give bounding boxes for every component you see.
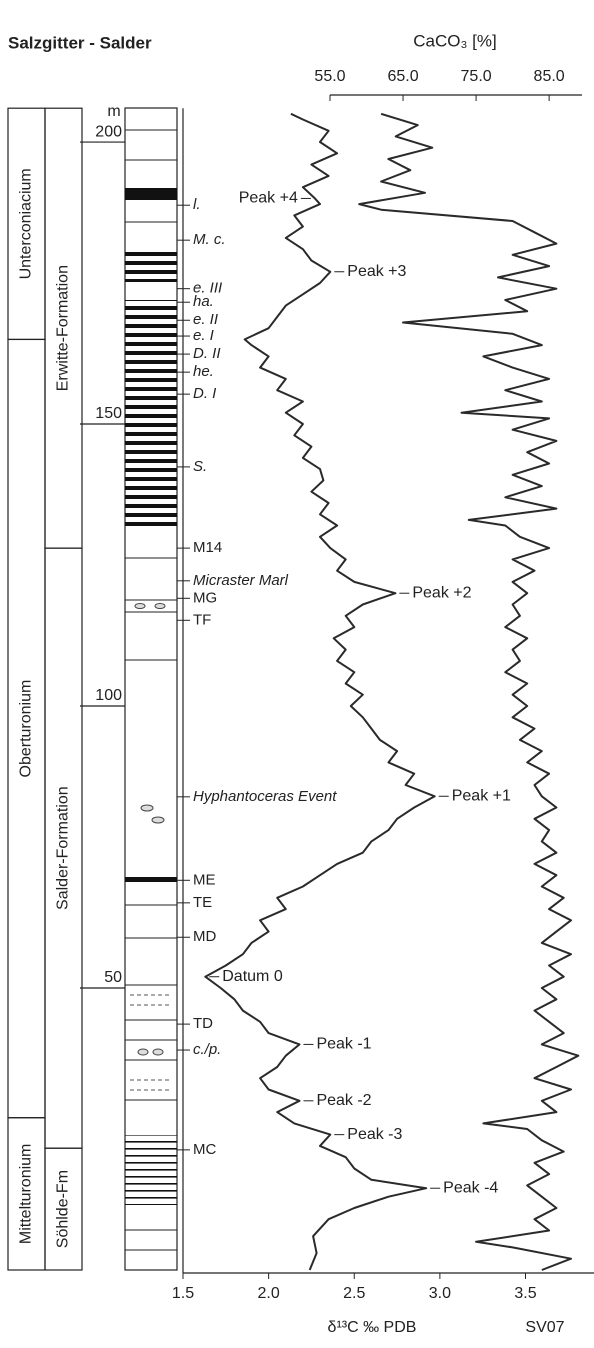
- event-label: TF: [193, 611, 211, 628]
- event-label: M. c.: [193, 231, 226, 248]
- x-tick-label: 1.5: [172, 1285, 194, 1302]
- event-label: TE: [193, 894, 212, 911]
- chart-title: Salzgitter - Salder: [8, 33, 152, 52]
- peak-label: Peak +3: [347, 263, 406, 280]
- event-label: TD: [193, 1015, 213, 1032]
- x2-tick-label: 85.0: [534, 68, 565, 85]
- event-label: e. II: [193, 311, 218, 328]
- data-line: [358, 112, 580, 1271]
- x-tick-label: 3.5: [514, 1285, 536, 1302]
- x-tick-label: 2.0: [258, 1285, 280, 1302]
- peak-label: Peak +2: [412, 584, 471, 601]
- event-label: MD: [193, 928, 216, 945]
- strat-unit: [44, 1147, 83, 1271]
- peak-label: Peak -1: [316, 1036, 371, 1053]
- event-label: Hyphantoceras Event: [193, 788, 337, 805]
- lithology-column: [124, 107, 178, 1271]
- strat-unit-label: Unterconiacium: [18, 168, 35, 279]
- y-tick-label: 200: [95, 123, 122, 140]
- data-line: [204, 112, 436, 1271]
- x-axis-label: δ¹³C ‰ PDB: [328, 1319, 417, 1336]
- strat-unit-label: Mittelturonium: [18, 1144, 35, 1244]
- y-tick-label: 50: [104, 969, 122, 986]
- note: SV07: [525, 1319, 564, 1336]
- strat-unit-label: Salder-Formation: [55, 786, 72, 910]
- event-label: he.: [193, 363, 214, 380]
- strat-unit-label: Söhlde-Fm: [55, 1170, 72, 1248]
- event-label: M14: [193, 539, 222, 556]
- x2-tick-label: 55.0: [314, 68, 345, 85]
- event-label: l.: [193, 196, 201, 213]
- event-label: c./p.: [193, 1041, 221, 1058]
- event-label: MG: [193, 589, 217, 606]
- event-label: S.: [193, 458, 207, 475]
- x2-tick-label: 65.0: [387, 68, 418, 85]
- peak-label: Datum 0: [222, 968, 283, 985]
- peak-label: Peak +4: [239, 190, 298, 207]
- y-tick-label: 100: [95, 687, 122, 704]
- y-tick-label: 150: [95, 405, 122, 422]
- peak-label: Peak +1: [452, 787, 511, 804]
- y-axis-label: m: [107, 103, 120, 120]
- event-label: D. II: [193, 345, 221, 362]
- x2-tick-label: 75.0: [461, 68, 492, 85]
- peak-label: Peak -3: [347, 1126, 402, 1143]
- event-label: e. I: [193, 327, 214, 344]
- event-label: e. III: [193, 280, 222, 297]
- x2-axis-label: CaCO₃ [%]: [413, 31, 496, 50]
- strat-unit-label: Erwitte-Formation: [55, 265, 72, 391]
- event-label: Micraster Marl: [193, 572, 289, 589]
- event-label: D. I: [193, 385, 216, 402]
- peak-label: Peak -2: [316, 1092, 371, 1109]
- x-tick-label: 2.5: [343, 1285, 365, 1302]
- event-label: MC: [193, 1141, 216, 1158]
- event-label: ha.: [193, 293, 214, 310]
- strat-unit-label: Oberturonium: [18, 680, 35, 778]
- x-tick-label: 3.0: [429, 1285, 451, 1302]
- peak-label: Peak -4: [443, 1179, 498, 1196]
- event-label: ME: [193, 871, 216, 888]
